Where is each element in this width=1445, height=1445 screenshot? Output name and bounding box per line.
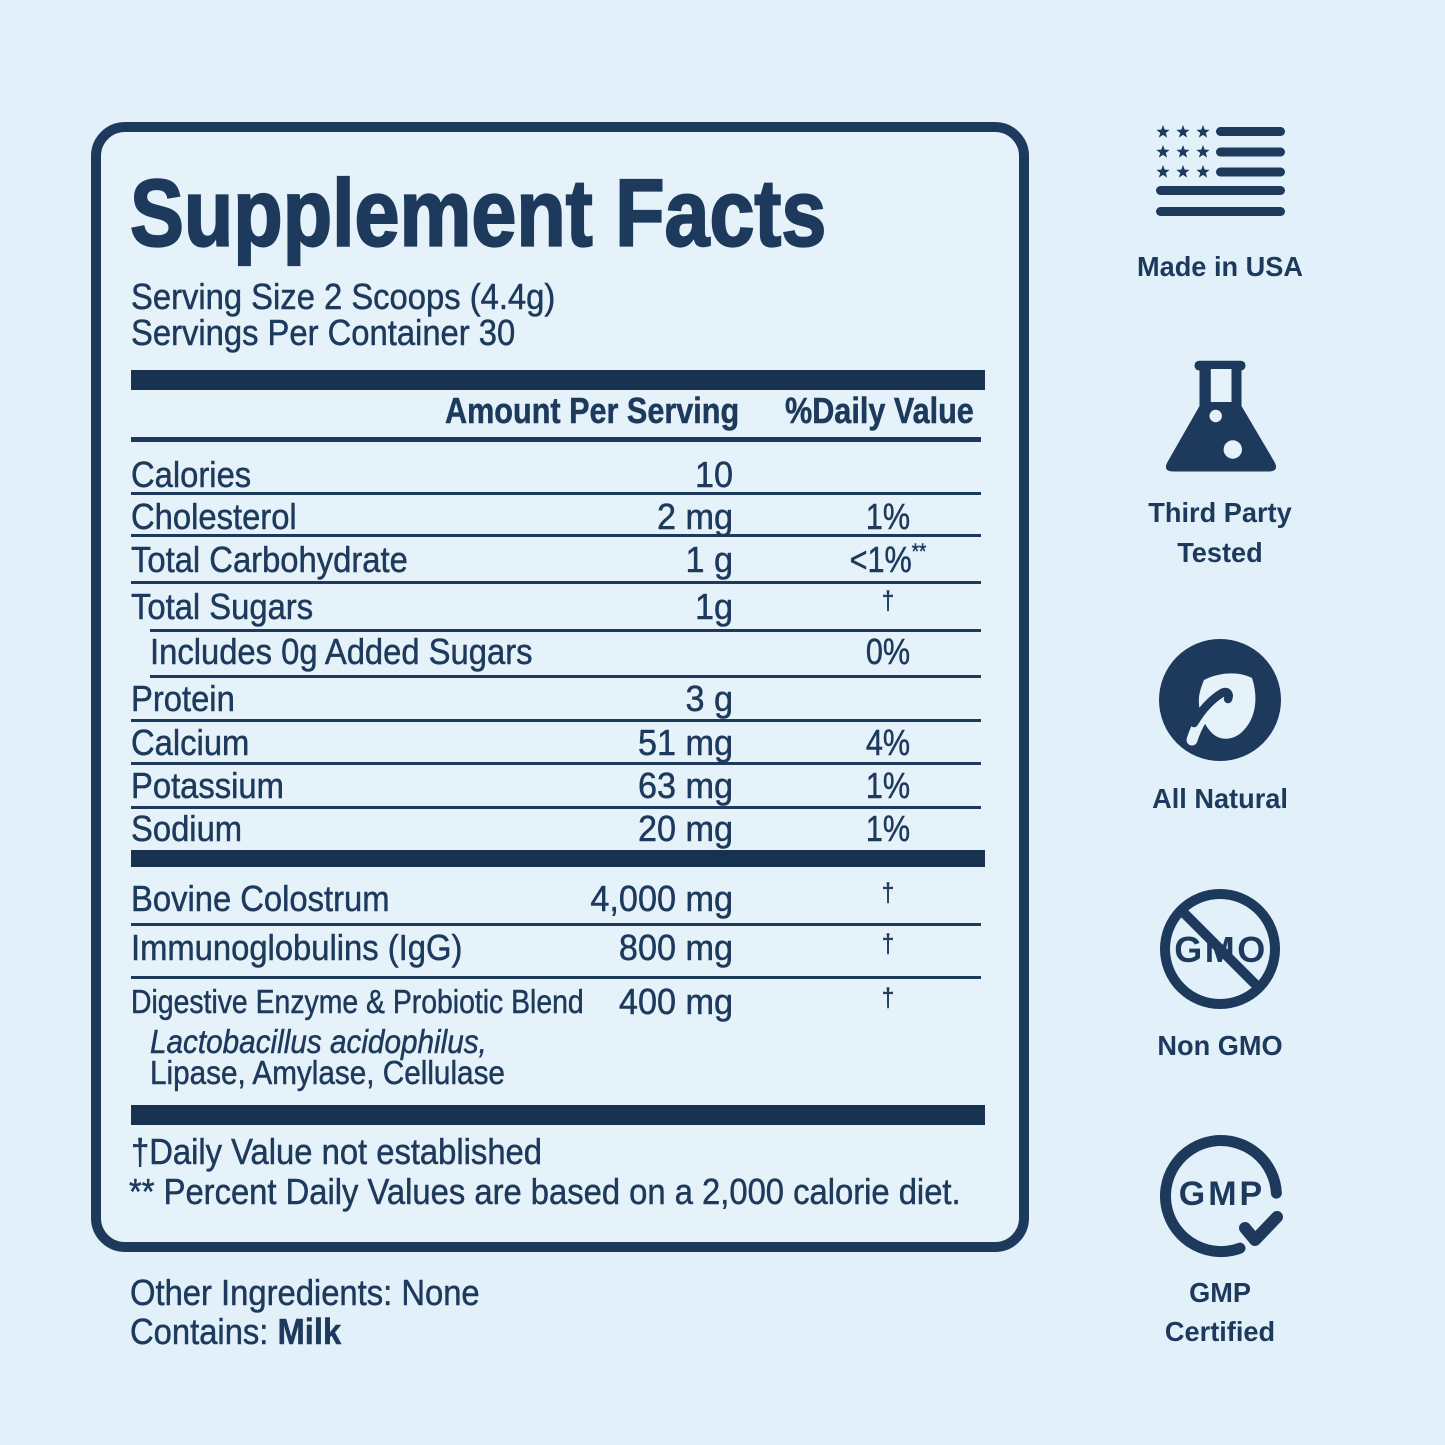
- svg-text:GMP: GMP: [1179, 1175, 1265, 1213]
